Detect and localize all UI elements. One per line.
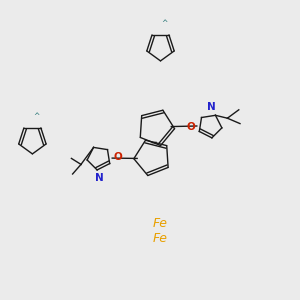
Text: N: N xyxy=(206,102,215,112)
Text: Fe: Fe xyxy=(153,232,168,245)
Text: O: O xyxy=(114,152,123,162)
Text: Fe: Fe xyxy=(153,217,168,230)
Text: ^: ^ xyxy=(161,20,167,28)
Text: O: O xyxy=(186,122,195,133)
Text: N: N xyxy=(94,173,103,183)
Text: ^: ^ xyxy=(33,112,39,122)
